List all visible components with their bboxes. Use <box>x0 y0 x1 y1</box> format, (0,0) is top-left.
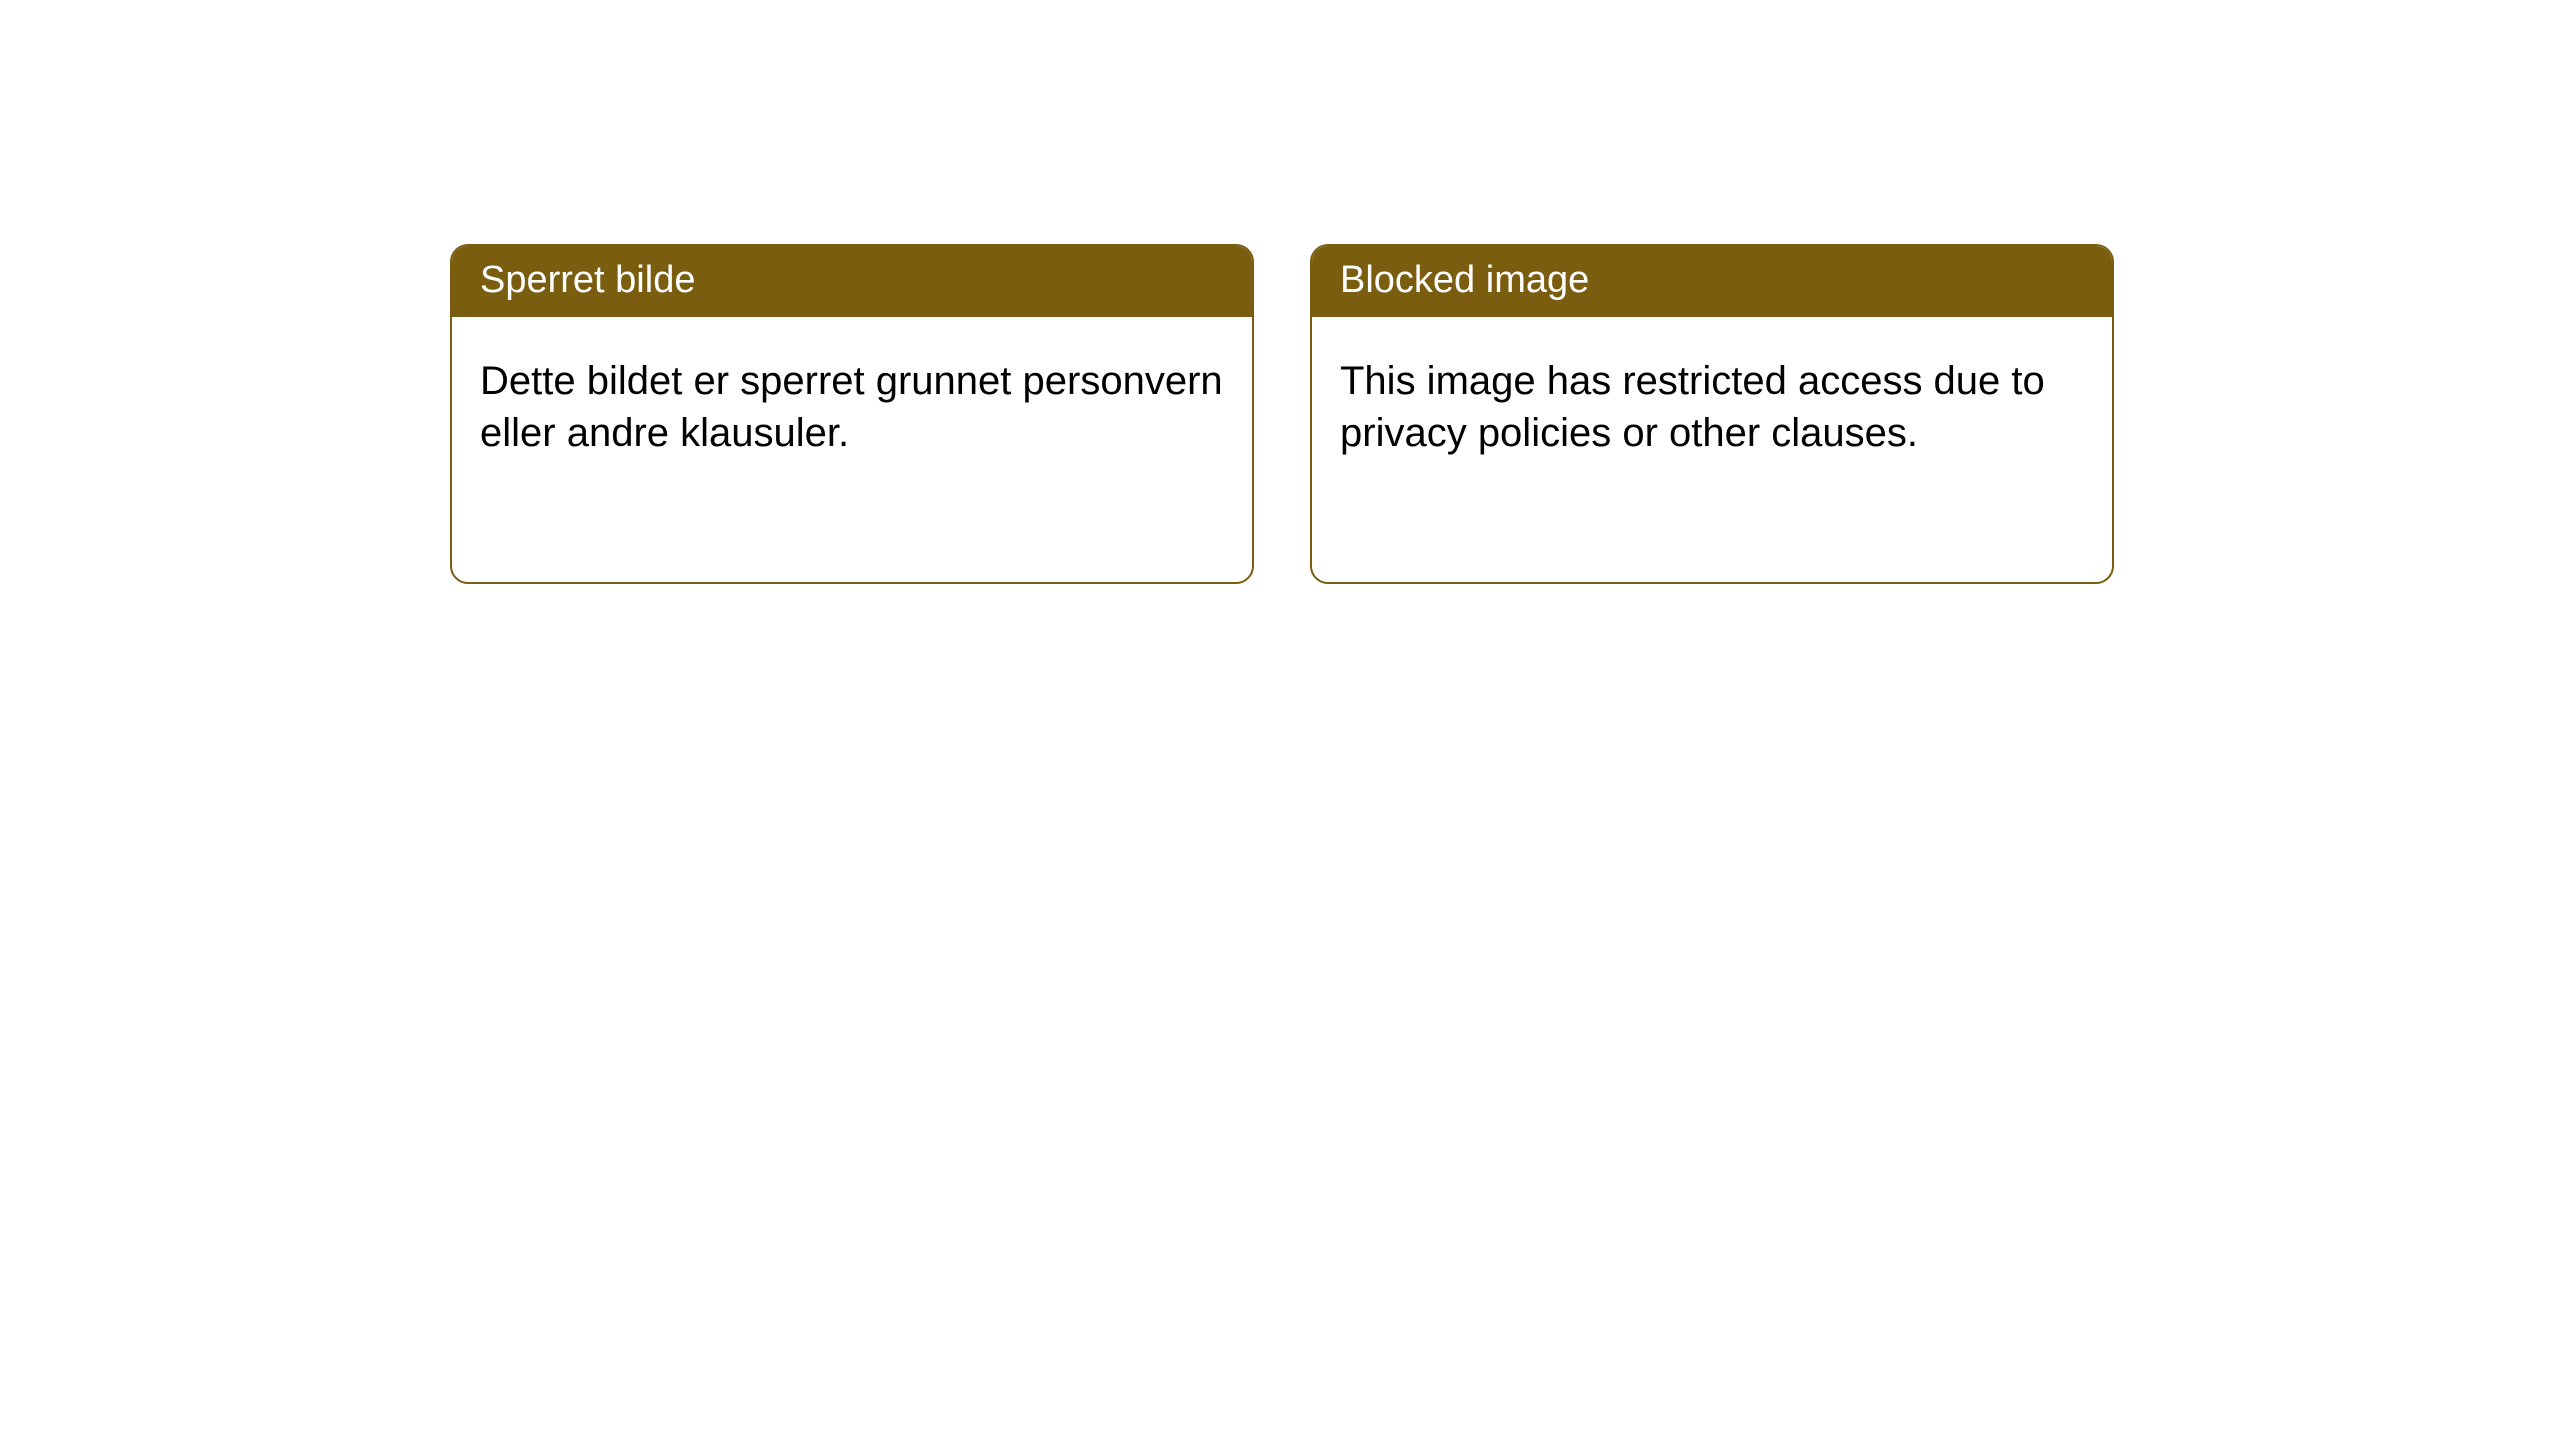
notice-title: Blocked image <box>1340 259 1589 301</box>
notice-header: Sperret bilde <box>452 246 1252 317</box>
notice-box-english: Blocked image This image has restricted … <box>1310 244 2114 584</box>
notice-header: Blocked image <box>1312 246 2112 317</box>
notice-text: Dette bildet er sperret grunnet personve… <box>480 359 1223 455</box>
notice-container: Sperret bilde Dette bildet er sperret gr… <box>0 0 2560 584</box>
notice-body: This image has restricted access due to … <box>1312 317 2112 582</box>
notice-body: Dette bildet er sperret grunnet personve… <box>452 317 1252 582</box>
notice-text: This image has restricted access due to … <box>1340 359 2045 455</box>
notice-title: Sperret bilde <box>480 259 695 301</box>
notice-box-norwegian: Sperret bilde Dette bildet er sperret gr… <box>450 244 1254 584</box>
